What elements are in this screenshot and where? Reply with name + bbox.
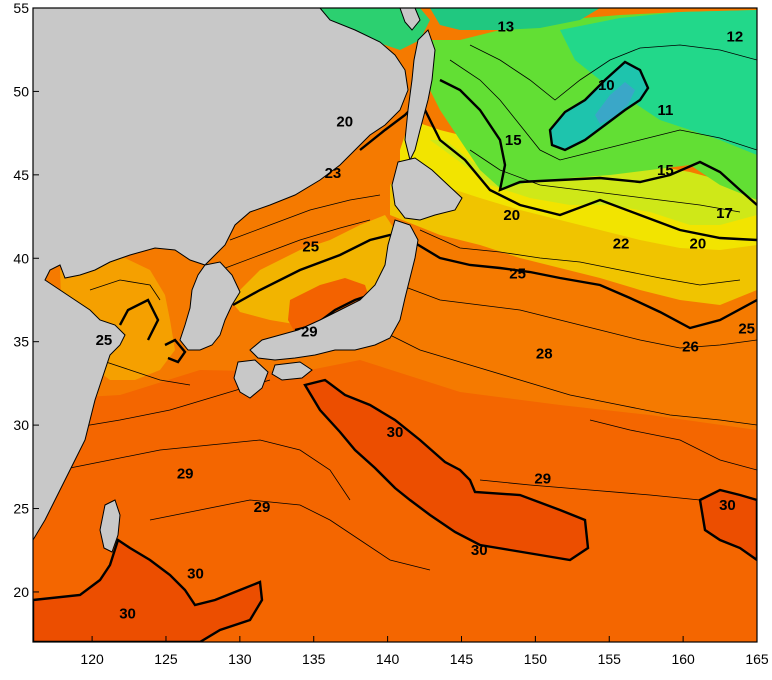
x-tick-label: 130 <box>228 651 252 667</box>
thin-contour <box>419 229 741 286</box>
kyushu <box>233 359 269 399</box>
contour-label: 28 <box>536 345 553 362</box>
contour-label: 25 <box>302 239 319 256</box>
y-tick-label: 35 <box>13 334 29 350</box>
y-tick-label: 25 <box>13 501 29 517</box>
thin-contour <box>589 419 757 471</box>
contour-25-korea <box>164 338 187 364</box>
asia-mainland <box>32 7 409 542</box>
contour-label: 26 <box>682 339 699 356</box>
thin-contour <box>479 479 701 501</box>
contour-label: 23 <box>325 165 342 182</box>
okhotsk-north <box>320 8 430 50</box>
y-tick-label: 40 <box>13 250 29 266</box>
warm-pool-30-kuroshio <box>303 378 590 562</box>
hokkaido <box>391 157 463 221</box>
thin-contour <box>59 379 271 431</box>
thin-contour <box>149 499 431 571</box>
y-tick-label: 20 <box>13 584 29 600</box>
ocean-band-29 <box>33 360 757 642</box>
contour-label: 13 <box>497 18 514 35</box>
y-axis: 20 25 30 35 40 45 50 55 <box>13 0 39 600</box>
contour-label: 15 <box>657 162 674 179</box>
contour-label: 25 <box>509 265 526 282</box>
heavy-contours <box>118 78 757 364</box>
y-tick-label: 30 <box>13 417 29 433</box>
warm-pool-30-south <box>33 538 264 642</box>
contour-label: 10 <box>598 77 615 94</box>
contour-label: 29 <box>301 324 318 341</box>
thin-contour <box>469 149 741 213</box>
x-tick-label: 150 <box>524 651 548 667</box>
x-tick-label: 165 <box>745 651 769 667</box>
warm-pool-30-east <box>698 488 757 562</box>
y-tick-label: 50 <box>13 83 29 99</box>
thin-contour <box>469 44 757 101</box>
contour-15 <box>439 78 757 206</box>
honshu <box>249 219 419 361</box>
x-tick-label: 160 <box>671 651 695 667</box>
contour-label: 30 <box>387 424 404 441</box>
y-tick-label: 55 <box>13 0 29 16</box>
okhotsk-east <box>430 8 600 30</box>
x-tick-label: 155 <box>598 651 622 667</box>
contour-label: 20 <box>336 113 353 130</box>
thin-contour <box>229 194 381 241</box>
land <box>32 7 463 553</box>
taiwan <box>99 499 121 553</box>
thin-contour <box>449 59 757 161</box>
contour-label: 30 <box>119 606 136 623</box>
thin-contour <box>89 279 161 301</box>
sst-band-20 <box>430 140 757 225</box>
sea-of-japan-29 <box>288 278 370 340</box>
contour-label: 29 <box>534 471 551 488</box>
contour-label: 15 <box>505 132 522 149</box>
thin-contour <box>399 284 757 349</box>
thin-contour <box>59 439 351 501</box>
x-tick-label: 140 <box>376 651 400 667</box>
contour-label: 25 <box>96 332 113 349</box>
shikoku <box>271 361 313 381</box>
x-tick-label: 125 <box>154 651 178 667</box>
sst-band-12 <box>560 10 757 155</box>
plot-frame <box>32 7 758 643</box>
x-tick-label: 120 <box>80 651 104 667</box>
contour-label: 30 <box>719 497 736 514</box>
thin-contours <box>59 44 757 571</box>
contour-label: 29 <box>177 465 194 482</box>
sst-band-25 <box>390 165 757 305</box>
thin-contour <box>99 359 191 386</box>
thin-contour <box>379 329 757 426</box>
contour-25 <box>232 233 757 330</box>
contour-label: 12 <box>726 28 743 45</box>
sst-pool-9 <box>595 82 635 124</box>
sakhalin <box>404 29 436 162</box>
contour-label: 22 <box>613 235 630 252</box>
contour-labels: 13 12 10 11 15 15 17 20 20 20 22 23 25 25 25 25 26 28 29 29… <box>96 18 755 623</box>
x-axis: 120 125 130 135 140 145 150 155 160 165 <box>80 636 769 667</box>
contour-label: 20 <box>503 207 520 224</box>
korea-peninsula <box>179 261 241 351</box>
contour-25-yellow <box>118 298 160 341</box>
x-tick-label: 145 <box>450 651 474 667</box>
y-tick-label: 45 <box>13 167 29 183</box>
x-tick-label: 135 <box>302 651 326 667</box>
contour-label: 20 <box>690 235 707 252</box>
contour-label: 11 <box>657 102 673 119</box>
contour-label: 30 <box>471 542 488 559</box>
contour-label: 25 <box>738 320 755 337</box>
contour-label: 29 <box>254 499 271 516</box>
contour-label: 30 <box>187 566 204 583</box>
thin-contour <box>219 219 371 271</box>
contour-label: 17 <box>716 205 733 222</box>
